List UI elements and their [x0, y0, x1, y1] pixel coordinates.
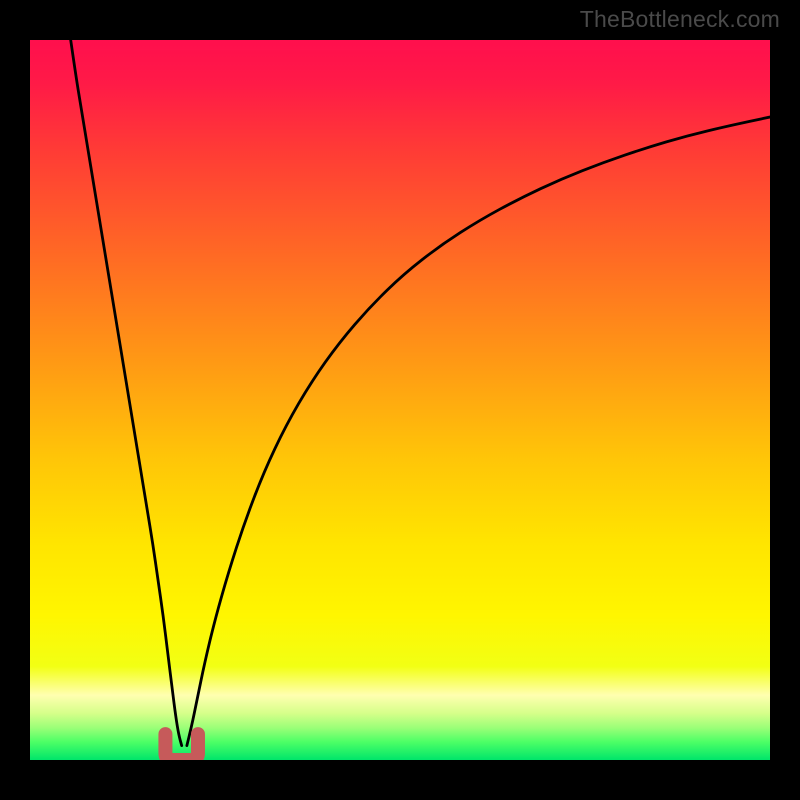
chart-gradient-background — [30, 40, 770, 760]
watermark-text: TheBottleneck.com — [580, 6, 780, 33]
bottleneck-chart — [30, 40, 770, 760]
chart-svg — [30, 40, 770, 760]
